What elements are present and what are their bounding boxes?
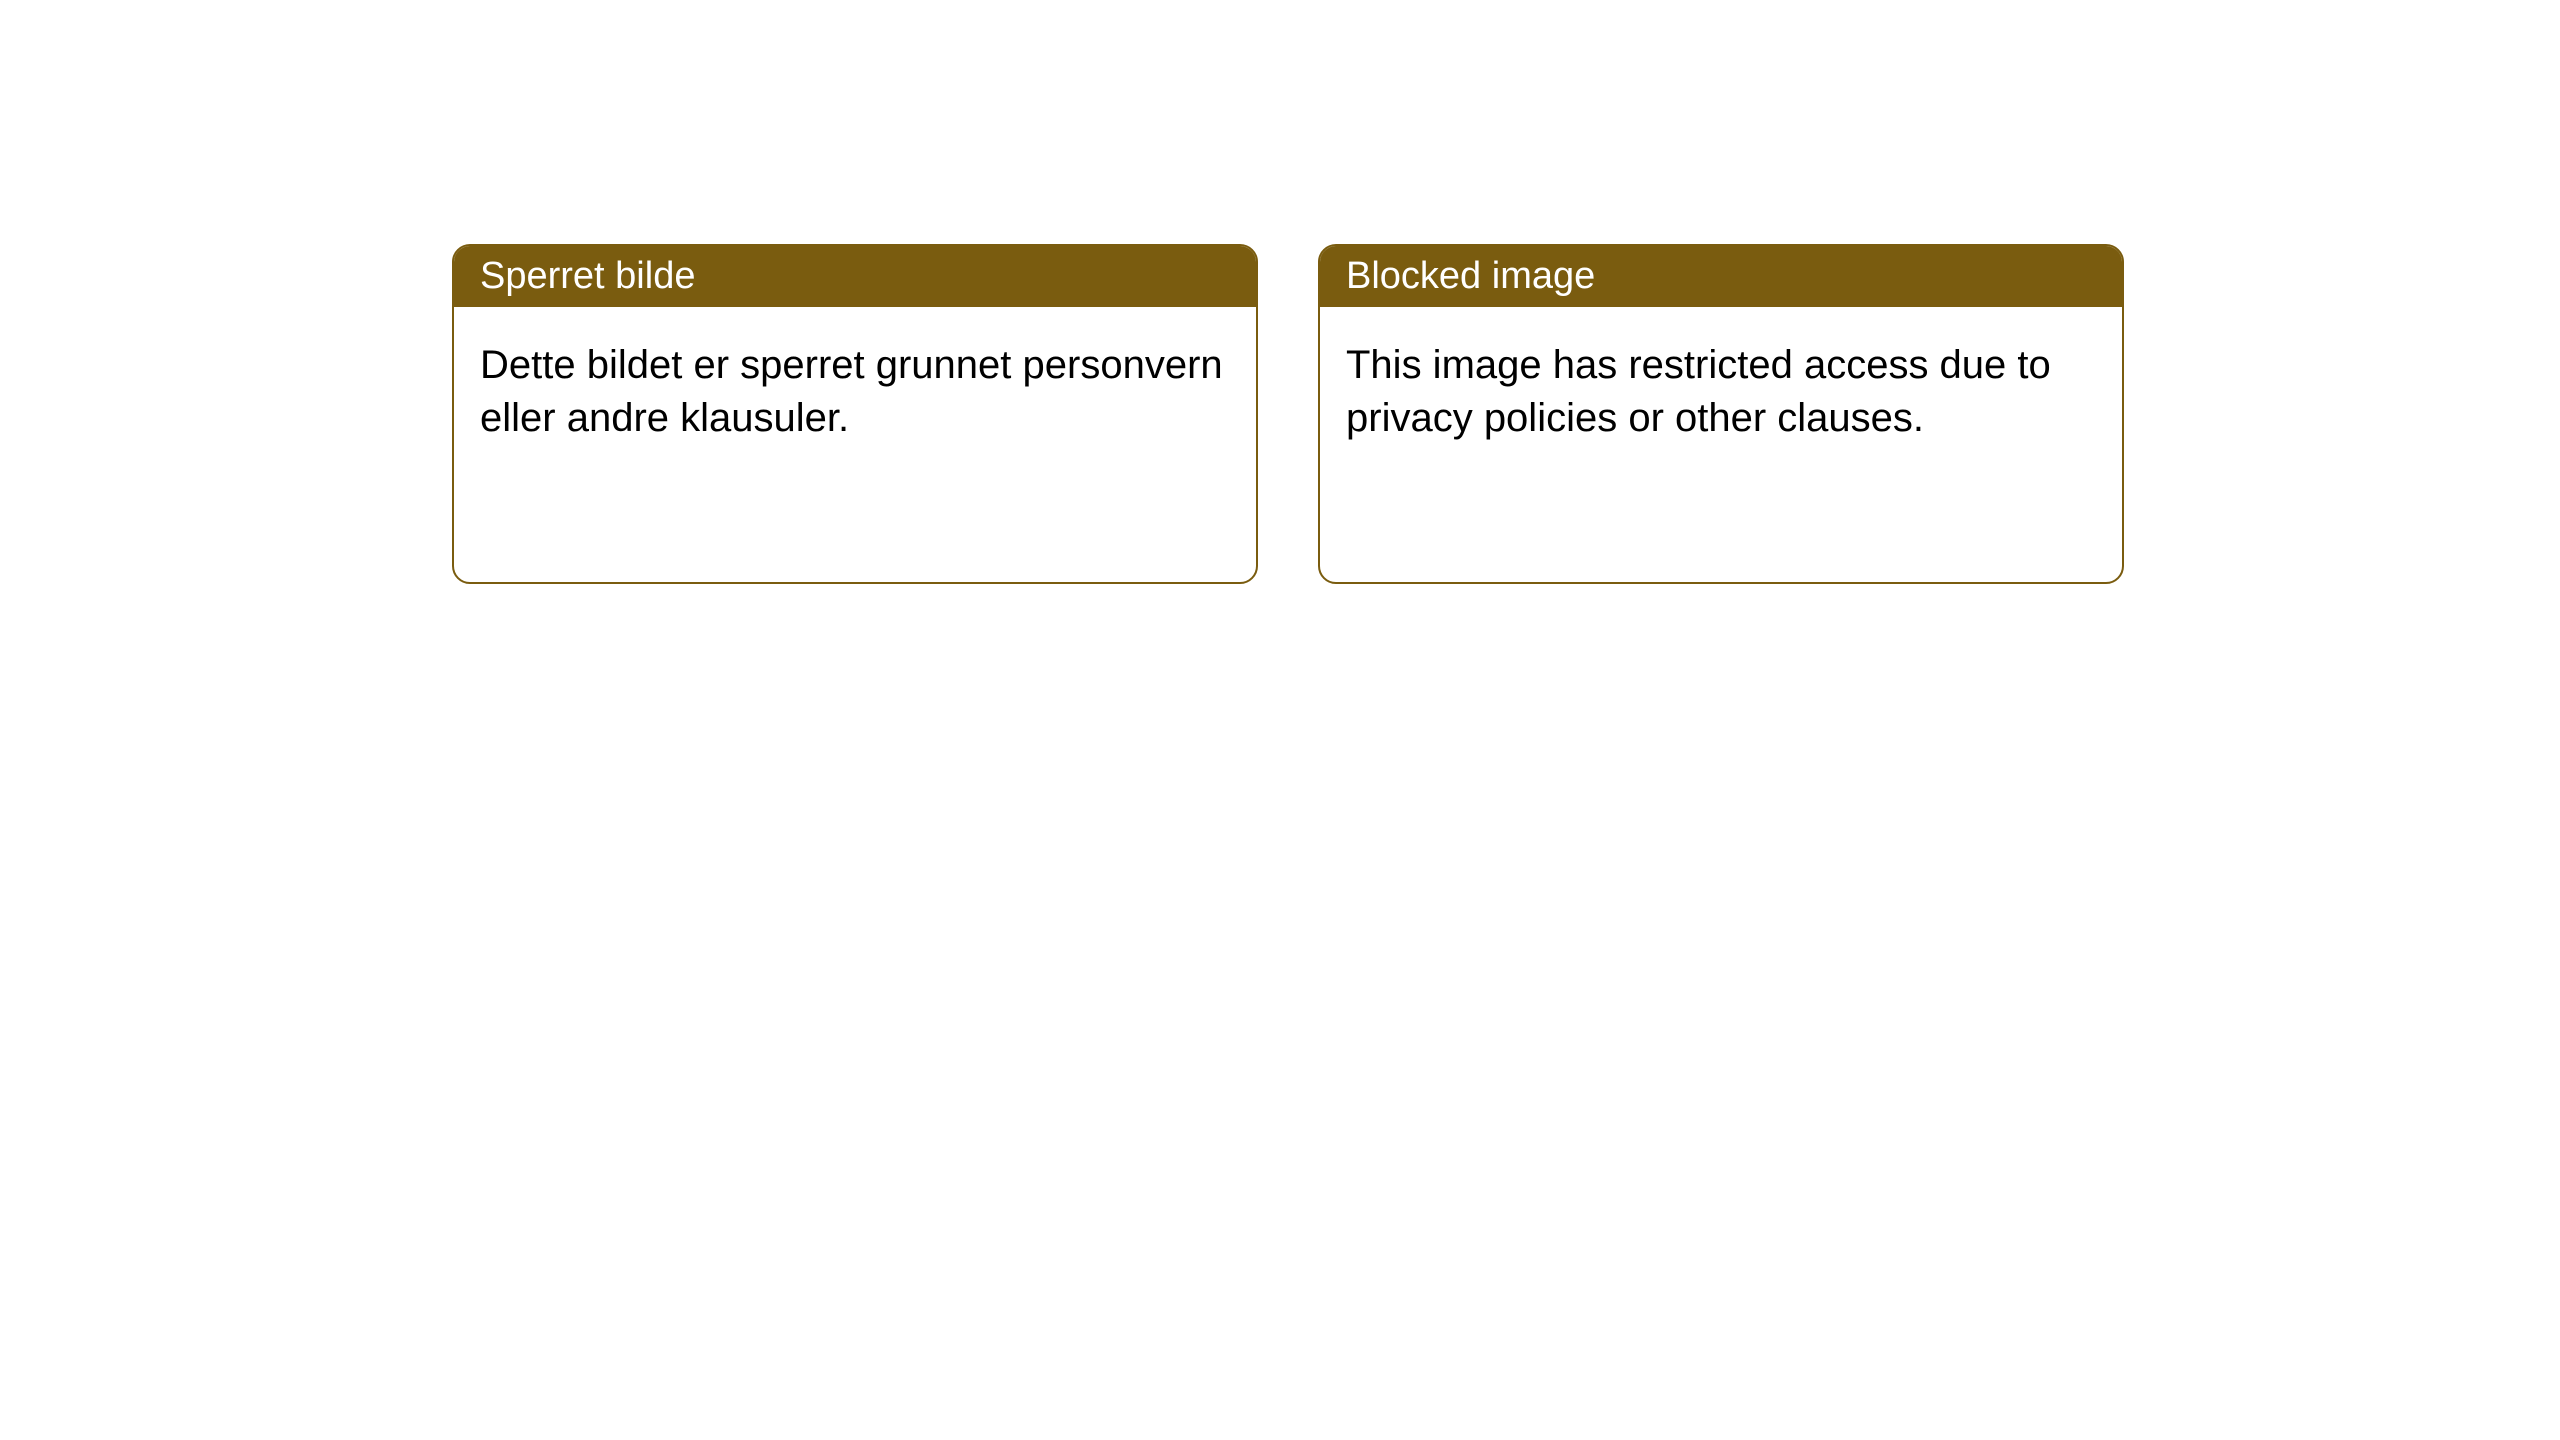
card-title-en: Blocked image xyxy=(1346,255,1595,297)
card-text-en: This image has restricted access due to … xyxy=(1346,343,2051,440)
card-body-no: Dette bildet er sperret grunnet personve… xyxy=(454,307,1256,477)
card-header-no: Sperret bilde xyxy=(454,246,1256,307)
card-title-no: Sperret bilde xyxy=(480,255,695,297)
blocked-image-card-no: Sperret bilde Dette bildet er sperret gr… xyxy=(452,244,1258,584)
card-text-no: Dette bildet er sperret grunnet personve… xyxy=(480,343,1223,440)
blocked-image-card-en: Blocked image This image has restricted … xyxy=(1318,244,2124,584)
blocked-image-notice-container: Sperret bilde Dette bildet er sperret gr… xyxy=(0,0,2560,584)
card-header-en: Blocked image xyxy=(1320,246,2122,307)
card-body-en: This image has restricted access due to … xyxy=(1320,307,2122,477)
